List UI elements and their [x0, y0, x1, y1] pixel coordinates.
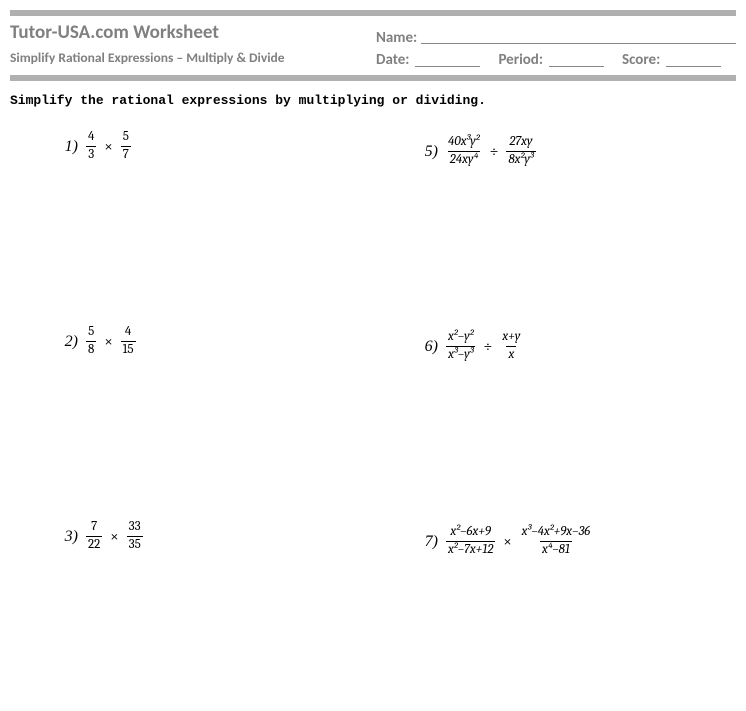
worksheet-subtitle: Simplify Rational Expressions – Multiply…: [10, 47, 376, 69]
fraction-a: 5 8: [86, 325, 96, 358]
problem-number: 5): [410, 135, 438, 161]
expression: 40x³y² 24xy⁴ ÷ 27xy 8x²y³: [446, 135, 536, 168]
expression: x²−6x+9 x²−7x+12 × x³−4x²+9x−36 x⁴−81: [446, 525, 592, 558]
problem-number: 6): [410, 330, 438, 356]
problem-number: 3): [50, 520, 78, 546]
problem-number: 2): [50, 325, 78, 351]
name-blank: [421, 28, 736, 44]
fraction-a: 4 3: [86, 130, 96, 163]
worksheet-page: Tutor-USA.com Worksheet Simplify Rationa…: [0, 0, 746, 700]
problem-number: 7): [410, 525, 438, 551]
fraction-b: 5 7: [121, 130, 131, 163]
period-label: Period:: [498, 51, 547, 69]
divider-bar: [10, 75, 736, 81]
problems-area: 1) 4 3 × 5 7 2) 5 8 ×: [10, 130, 736, 690]
fraction-b: x+y x: [500, 330, 522, 363]
fraction-a: 40x³y² 24xy⁴: [446, 135, 482, 168]
operator: ÷: [488, 142, 501, 160]
fraction-a: x²−6x+9 x²−7x+12: [446, 525, 495, 558]
period-blank: [549, 53, 604, 67]
date-period-score-row: Date: Period: Score:: [376, 47, 736, 69]
score-label: Score:: [622, 51, 664, 69]
expression: x²−y² x³−y³ ÷ x+y x: [446, 330, 522, 363]
expression: 5 8 × 4 15: [86, 325, 136, 358]
operator: ÷: [481, 337, 494, 355]
expression: 4 3 × 5 7: [86, 130, 131, 163]
fraction-b: x³−4x²+9x−36 x⁴−81: [520, 525, 593, 558]
name-row: Name:: [376, 20, 736, 47]
worksheet-title: Tutor-USA.com Worksheet: [10, 20, 376, 47]
name-label: Name:: [376, 29, 421, 47]
problem-2: 2) 5 8 × 4 15: [50, 325, 136, 358]
problem-5: 5) 40x³y² 24xy⁴ ÷ 27xy 8x²y³: [410, 135, 536, 168]
problem-6: 6) x²−y² x³−y³ ÷ x+y x: [410, 330, 522, 363]
operator: ×: [108, 527, 120, 545]
top-bar: [10, 10, 736, 16]
expression: 7 22 × 33 35: [86, 520, 143, 553]
fraction-b: 27xy 8x²y³: [506, 135, 535, 168]
problem-1: 1) 4 3 × 5 7: [50, 130, 131, 163]
score-blank: [666, 53, 721, 67]
header-left: Tutor-USA.com Worksheet Simplify Rationa…: [10, 20, 376, 69]
date-label: Date:: [376, 51, 413, 69]
fraction-b: 4 15: [121, 325, 136, 358]
fraction-b: 33 35: [127, 520, 143, 553]
header: Tutor-USA.com Worksheet Simplify Rationa…: [10, 20, 736, 71]
operator: ×: [102, 137, 114, 155]
problem-3: 3) 7 22 × 33 35: [50, 520, 143, 553]
problem-7: 7) x²−6x+9 x²−7x+12 × x³−4x²+9x−36 x⁴−81: [410, 525, 592, 558]
header-right: Name: Date: Period: Score:: [376, 20, 736, 69]
problem-number: 1): [50, 130, 78, 156]
operator: ×: [102, 332, 114, 350]
fraction-a: 7 22: [86, 520, 102, 553]
fraction-a: x²−y² x³−y³: [446, 330, 475, 363]
date-blank: [415, 53, 480, 67]
operator: ×: [501, 532, 513, 550]
instruction-text: Simplify the rational expressions by mul…: [10, 93, 736, 108]
